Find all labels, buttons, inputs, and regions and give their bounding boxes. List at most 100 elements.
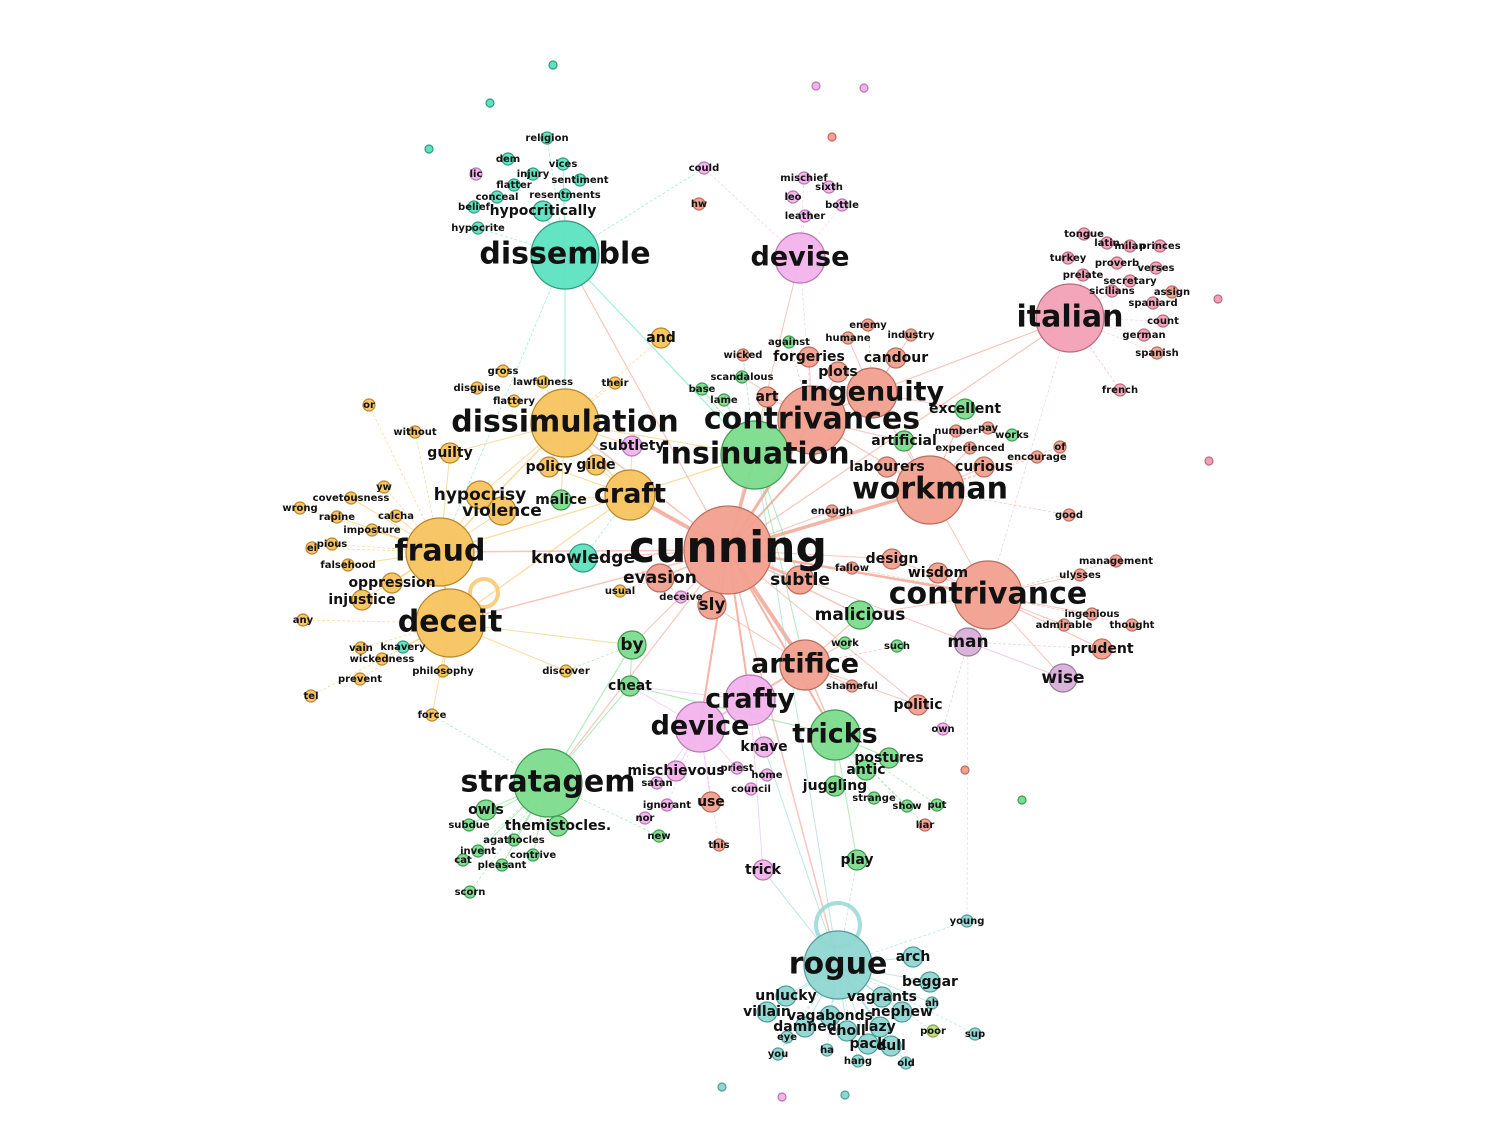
node-dem[interactable]	[501, 152, 515, 166]
node-malicious[interactable]	[845, 600, 875, 630]
node-injustice[interactable]	[351, 589, 373, 611]
node-wickedness[interactable]	[375, 652, 389, 666]
node-enemy[interactable]	[861, 318, 875, 332]
node-subtlety[interactable]	[621, 435, 643, 457]
node-cunning[interactable]	[683, 505, 773, 595]
node-subdue[interactable]	[462, 818, 476, 832]
node-philosophy[interactable]	[436, 664, 450, 678]
node-prudent[interactable]	[1091, 638, 1113, 660]
node-calcha[interactable]	[389, 509, 403, 523]
node-princes[interactable]	[1153, 239, 1167, 253]
node-evasion[interactable]	[645, 563, 675, 593]
node-flatter[interactable]	[507, 178, 521, 192]
node-gilde[interactable]	[585, 454, 607, 476]
node-flattery[interactable]	[507, 394, 521, 408]
node-old[interactable]	[899, 1056, 913, 1070]
node-strange[interactable]	[867, 791, 881, 805]
node-knavery[interactable]	[396, 640, 410, 654]
node-nephew[interactable]	[891, 1001, 913, 1023]
node-policy[interactable]	[538, 456, 560, 478]
node-lic[interactable]	[469, 167, 483, 181]
node-man[interactable]	[953, 627, 983, 657]
node-covetousness[interactable]	[344, 491, 358, 505]
node-or[interactable]	[362, 398, 376, 412]
node-you[interactable]	[771, 1047, 785, 1061]
node-sicilians[interactable]	[1105, 284, 1119, 298]
node-spanish[interactable]	[1150, 346, 1164, 360]
node-owls[interactable]	[475, 799, 497, 821]
node-beggar[interactable]	[919, 971, 941, 993]
node-without[interactable]	[408, 425, 422, 439]
node-sentiment[interactable]	[573, 173, 587, 187]
node-own[interactable]	[936, 722, 950, 736]
node-number[interactable]	[949, 424, 963, 438]
node-contrivances[interactable]	[777, 385, 847, 455]
node-thought[interactable]	[1125, 618, 1139, 632]
node-fraud[interactable]	[405, 517, 475, 587]
node-scandalous[interactable]	[735, 370, 749, 384]
node-contrive[interactable]	[526, 848, 540, 862]
node-cat[interactable]	[456, 853, 470, 867]
node-malice[interactable]	[550, 489, 572, 511]
node-religion[interactable]	[540, 131, 554, 145]
node-deceit[interactable]	[415, 588, 485, 658]
node-of[interactable]	[1053, 440, 1067, 454]
node-device[interactable]	[674, 701, 726, 753]
node-insinuation[interactable]	[720, 420, 790, 490]
node-bottle[interactable]	[835, 198, 849, 212]
node-knowledge[interactable]	[568, 543, 598, 573]
node-dull[interactable]	[880, 1035, 902, 1057]
node-industry[interactable]	[904, 328, 918, 342]
node-pious[interactable]	[325, 537, 339, 551]
node-sixth[interactable]	[822, 180, 836, 194]
node-subtle[interactable]	[785, 565, 815, 595]
node-juggling[interactable]	[824, 775, 846, 797]
node-against[interactable]	[782, 335, 796, 349]
node-postures[interactable]	[878, 747, 900, 769]
node-dissimulation[interactable]	[530, 388, 600, 458]
node-enough[interactable]	[825, 504, 839, 518]
node-new[interactable]	[652, 829, 666, 843]
node-leather[interactable]	[798, 209, 812, 223]
node-workman[interactable]	[895, 455, 965, 525]
node-choll[interactable]	[836, 1020, 858, 1042]
node-and[interactable]	[650, 327, 672, 349]
node-play[interactable]	[846, 849, 868, 871]
node-prevent[interactable]	[353, 672, 367, 686]
node-falsehood[interactable]	[341, 558, 355, 572]
node-hypocrite[interactable]	[471, 221, 485, 235]
node-young[interactable]	[960, 914, 974, 928]
node-assign[interactable]	[1165, 285, 1179, 299]
node-knave[interactable]	[753, 736, 775, 758]
node-ulysses[interactable]	[1073, 568, 1087, 582]
node-discover[interactable]	[559, 664, 573, 678]
node-hypocritically[interactable]	[532, 200, 554, 222]
node-their[interactable]	[608, 376, 622, 390]
node-eye[interactable]	[780, 1030, 794, 1044]
node-milan[interactable]	[1123, 239, 1137, 253]
node-secretary[interactable]	[1123, 274, 1137, 288]
node-count[interactable]	[1156, 314, 1170, 328]
node-put[interactable]	[930, 798, 944, 812]
node-base[interactable]	[695, 382, 709, 396]
node-unlucky[interactable]	[775, 985, 797, 1007]
node-german[interactable]	[1137, 328, 1151, 342]
node-proverb[interactable]	[1110, 256, 1124, 270]
node-injury[interactable]	[526, 167, 540, 181]
node-wise[interactable]	[1048, 663, 1078, 693]
node-force[interactable]	[425, 708, 439, 722]
node-satan[interactable]	[650, 776, 664, 790]
node-tricks[interactable]	[809, 709, 861, 761]
node-by[interactable]	[617, 630, 647, 660]
node-hypocrisy[interactable]	[465, 480, 495, 510]
node-good[interactable]	[1062, 508, 1076, 522]
node-pleasant[interactable]	[495, 858, 509, 872]
node-forgeries[interactable]	[798, 346, 820, 368]
node-home[interactable]	[760, 768, 774, 782]
node-labourers[interactable]	[876, 456, 898, 478]
node-artifice[interactable]	[779, 639, 831, 691]
node-poor[interactable]	[926, 1024, 940, 1038]
node-contrivance[interactable]	[953, 560, 1023, 630]
node-use[interactable]	[700, 791, 722, 813]
node-turkey[interactable]	[1061, 251, 1075, 265]
